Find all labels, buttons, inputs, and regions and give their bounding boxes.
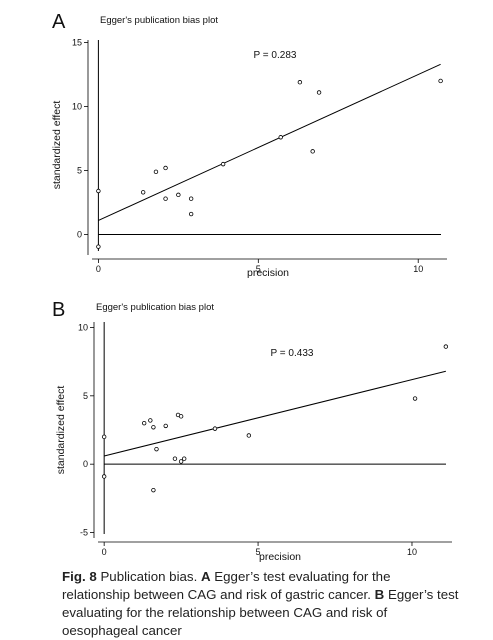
point <box>140 190 146 195</box>
point <box>246 433 252 438</box>
panel-label: B <box>52 299 65 321</box>
y-tick-label: 5 <box>83 391 88 401</box>
x-axis-label: precision <box>259 551 301 563</box>
figure: A Egger's publication bias plot P = 0.283 s… <box>51 11 452 563</box>
x-axis-label: precision <box>247 267 289 279</box>
caption-part-label: A <box>200 569 211 584</box>
point <box>163 165 168 171</box>
point <box>154 446 159 452</box>
point <box>101 474 107 479</box>
point <box>148 418 153 423</box>
annotation: P = 0.433 <box>271 348 314 359</box>
y-tick-label: 5 <box>77 166 82 176</box>
caption-part-label: B <box>374 587 385 602</box>
x-tick-label: 0 <box>96 264 101 274</box>
y-tick-label: 10 <box>72 102 82 112</box>
point <box>96 188 101 194</box>
point <box>212 426 218 431</box>
point <box>151 425 156 430</box>
panel-label: A <box>52 11 66 33</box>
point <box>101 434 107 440</box>
point <box>188 211 194 217</box>
point <box>310 149 315 154</box>
point <box>178 414 184 419</box>
x-tick-label: 5 <box>256 547 261 557</box>
point <box>163 423 168 429</box>
caption-part-text: Egger’s test evaluating for the relation… <box>62 569 391 602</box>
point <box>181 456 187 461</box>
point <box>297 80 303 85</box>
point <box>172 456 178 461</box>
point <box>178 459 184 464</box>
point <box>96 244 101 249</box>
point <box>438 78 443 84</box>
point <box>188 196 194 201</box>
y-tick-label: 10 <box>78 322 88 332</box>
y-tick-label: 15 <box>72 38 82 48</box>
point <box>163 196 168 201</box>
point <box>316 90 322 95</box>
point <box>278 135 283 140</box>
chart-title: Egger's publication bias plot <box>100 15 218 26</box>
x-tick-label: 5 <box>256 264 261 274</box>
point <box>220 161 226 167</box>
fit-line <box>104 370 446 457</box>
point <box>412 396 418 401</box>
fit-line <box>98 63 441 221</box>
point <box>176 192 181 198</box>
caption: Fig. 8 Publication bias. A Egger’s test … <box>62 568 462 640</box>
caption-part-text: Egger’s test evaluating for the relation… <box>62 587 459 638</box>
chart-title: Egger's publication bias plot <box>96 302 214 313</box>
caption-text: Publication bias. <box>100 569 198 584</box>
annotation: P = 0.283 <box>254 50 297 61</box>
y-tick-label: 0 <box>83 459 88 469</box>
x-tick-label: 10 <box>407 547 417 557</box>
point <box>153 169 159 175</box>
y-tick-label: -5 <box>80 528 88 538</box>
point <box>443 344 449 349</box>
y-tick-label: 0 <box>77 230 82 240</box>
y-axis-label: standardized effect <box>51 101 63 190</box>
y-axis-label: standardized effect <box>55 386 67 475</box>
x-tick-label: 10 <box>413 264 423 274</box>
x-tick-label: 0 <box>102 547 107 557</box>
caption-label: Fig. 8 <box>62 569 97 584</box>
point <box>151 487 156 493</box>
point <box>141 420 147 426</box>
